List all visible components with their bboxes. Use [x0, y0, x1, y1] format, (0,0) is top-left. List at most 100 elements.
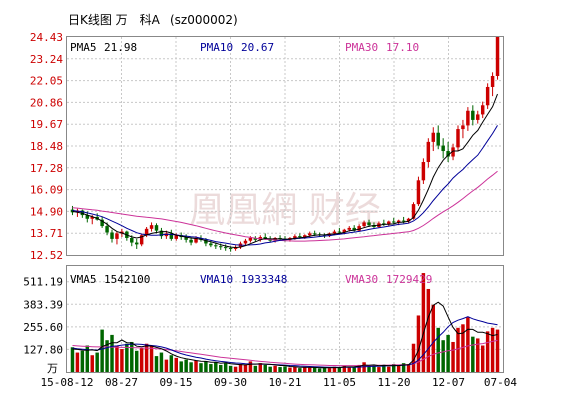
candle-body — [90, 216, 94, 219]
volume-bar — [298, 368, 302, 372]
volume-bar — [223, 363, 228, 372]
vma30-line — [72, 339, 498, 367]
volume-bar — [204, 361, 208, 372]
volume-bar — [288, 367, 292, 372]
volume-bar — [327, 368, 332, 372]
volume-bar — [293, 366, 297, 372]
legend-vma30-value: 1729429 — [386, 273, 432, 286]
stock-code: (sz000002) — [170, 13, 238, 27]
date-tick-label: 11-20 — [377, 376, 410, 389]
candle-body — [253, 237, 258, 240]
price-tick-label: 24.43 — [30, 31, 63, 44]
volume-tick-label: 511.19 — [23, 276, 63, 289]
candle-body — [174, 235, 178, 239]
legend-vma5-value: 1542100 — [104, 273, 150, 286]
legend-pma10-value: 20.67 — [241, 41, 274, 54]
price-tick-label: 20.86 — [30, 96, 63, 109]
volume-bar — [392, 364, 396, 372]
candle-body — [130, 237, 134, 243]
pma30-line — [72, 170, 498, 242]
volume-bar — [476, 338, 480, 372]
volume-bar — [401, 363, 406, 372]
volume-bar — [337, 367, 342, 372]
pma10-line — [72, 125, 498, 246]
price-tick-label: 16.09 — [30, 184, 63, 197]
volume-bar — [446, 334, 450, 372]
candle-body — [471, 110, 475, 120]
volume-bar — [406, 364, 411, 372]
volume-bar — [342, 365, 347, 372]
candle-body — [219, 246, 223, 248]
candle-body — [392, 221, 396, 223]
volume-bar — [179, 361, 183, 372]
volume-bar — [436, 327, 440, 372]
candle-body — [105, 226, 109, 233]
candle-body — [209, 243, 213, 246]
volume-bar — [90, 355, 94, 372]
volume-bar — [253, 365, 258, 372]
chart-title: 日K线图 万 科A — [68, 13, 161, 27]
volume-bar — [357, 364, 361, 372]
candle-body — [298, 236, 302, 238]
date-tick-label: 07-04 — [484, 376, 517, 389]
volume-bar — [490, 327, 495, 372]
volume-bar — [169, 355, 174, 372]
volume-bar — [85, 345, 90, 372]
volume-bar — [199, 363, 203, 372]
legend-vma10: VMA10 — [200, 273, 233, 286]
volume-bar — [396, 365, 401, 372]
legend-pma5: PMA5 — [70, 41, 97, 54]
candle-body — [228, 248, 233, 250]
volume-bar — [115, 345, 119, 372]
volume-bar — [164, 359, 169, 372]
volume-bar — [441, 340, 445, 372]
candle-body — [367, 222, 371, 226]
candle-body — [490, 75, 495, 87]
volume-bar — [411, 343, 416, 372]
volume-bar — [189, 362, 193, 372]
candle-body — [312, 233, 317, 235]
legend-pma10: PMA10 — [200, 41, 233, 54]
volume-unit-label: 万 — [47, 362, 58, 375]
volume-bar — [421, 273, 426, 372]
candle-body — [426, 141, 431, 163]
volume-bar — [134, 350, 139, 372]
candle-body — [416, 180, 421, 205]
candle-body — [480, 105, 485, 115]
volume-bar — [273, 365, 277, 372]
volume-bar — [372, 365, 376, 372]
candle-body — [406, 218, 411, 222]
volume-bars — [70, 273, 500, 372]
candle-body — [154, 225, 159, 231]
candle-body — [337, 231, 342, 233]
volume-bar — [209, 364, 213, 372]
price-tick-label: 13.71 — [30, 227, 63, 240]
candle-body — [411, 204, 416, 219]
candle-body — [441, 145, 445, 152]
legend-pma5-value: 21.98 — [104, 41, 137, 54]
date-tick-label: 15-08-12 — [41, 376, 94, 389]
volume-bar — [80, 350, 85, 372]
candle-body — [233, 247, 238, 249]
candle-body — [352, 227, 356, 231]
volume-bar — [451, 341, 455, 372]
volume-bar — [461, 324, 465, 372]
legend-vma5: VMA5 — [70, 273, 97, 286]
candle-body — [357, 226, 361, 231]
candle-body — [110, 232, 114, 239]
volume-bar — [243, 364, 248, 372]
volume-bar — [322, 367, 327, 372]
volume-bar — [159, 352, 164, 372]
volume-bar — [95, 352, 99, 372]
candle-body — [451, 147, 455, 157]
candle-body — [214, 245, 218, 247]
candle-body — [342, 229, 347, 233]
candle-body — [293, 236, 297, 238]
volume-grid — [67, 266, 503, 372]
date-tick-label: 08-27 — [105, 376, 138, 389]
candle-body — [466, 110, 470, 126]
candle-body — [396, 220, 401, 223]
candle-body — [347, 227, 351, 230]
candle-body — [149, 225, 154, 229]
